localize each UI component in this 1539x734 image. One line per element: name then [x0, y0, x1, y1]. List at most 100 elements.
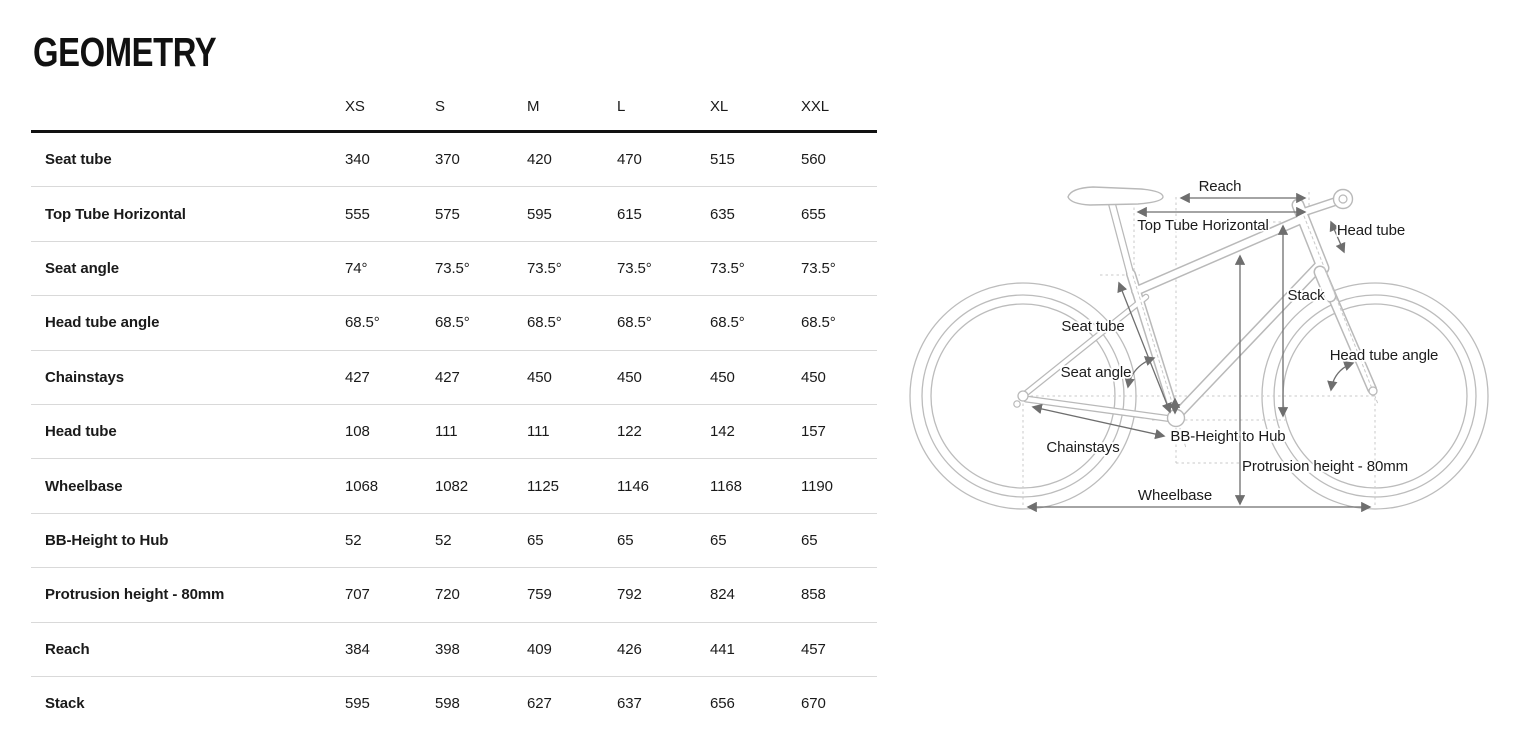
cell-value: 65 [710, 513, 801, 569]
cell-value: 73.5° [617, 241, 710, 297]
cell-value: 656 [710, 695, 735, 713]
cell-value: 450 [801, 350, 877, 405]
cell-value: 409 [527, 622, 617, 677]
cell-value: 595 [527, 186, 617, 242]
cell-value: 73.5° [435, 241, 527, 297]
cell-value: 398 [435, 622, 527, 677]
cell-value: 457 [801, 622, 877, 677]
col-header-xs: XS [345, 86, 435, 133]
row-label: Seat angle [31, 241, 345, 297]
cell-value: 420 [527, 131, 617, 188]
cell-value: 824 [710, 567, 801, 623]
col-header-l: L [617, 86, 710, 133]
table-row: Protrusion height - 80mm 707 720 759 792 824 8… [31, 567, 877, 623]
label-reach: Reach [1199, 178, 1242, 195]
cell-value: 615 [617, 186, 710, 242]
cell-value: 450 [527, 350, 617, 405]
col-header-xl: XL [710, 86, 801, 133]
saddle [1067, 186, 1164, 206]
cell-value: 637 [617, 695, 642, 713]
page-title: GEOMETRY [33, 29, 217, 75]
cell-value: 1082 [435, 458, 527, 514]
label-chainstays: Chainstays [1046, 439, 1119, 456]
cell-value: 598 [435, 695, 460, 713]
cell-value: 427 [435, 350, 527, 405]
cell-value: 627 [527, 695, 552, 713]
cell-value: 1190 [801, 458, 877, 514]
cell-value: 65 [801, 513, 877, 569]
label-seat-tube: Seat tube [1061, 318, 1124, 335]
cell-value: 515 [710, 131, 801, 188]
cell-value: 122 [617, 404, 710, 460]
table-row: Seat angle 74° 73.5° 73.5° 73.5° 73.5° 73.5° [31, 241, 877, 297]
cell-value: 1125 [527, 458, 617, 514]
cell-value: 340 [345, 131, 435, 188]
row-label: Stack [45, 695, 85, 713]
cell-value: 575 [435, 186, 527, 242]
cell-value: 111 [527, 404, 617, 460]
seat-tube-arrow [1117, 281, 1172, 414]
cell-value: 635 [710, 186, 801, 242]
handlebar [1332, 188, 1354, 210]
label-stack: Stack [1287, 287, 1325, 304]
label-bb-height: BB-Height to Hub [1170, 428, 1285, 445]
cell-value: 707 [345, 567, 435, 623]
cell-value: 52 [435, 513, 527, 569]
cell-value: 426 [617, 622, 710, 677]
table-header-row: XS S M L XL XXL [31, 86, 877, 133]
cell-value: 52 [345, 513, 435, 569]
table-row: Seat tube 340 370 420 470 515 560 [31, 131, 877, 188]
cell-value: 73.5° [801, 241, 877, 297]
row-label: Seat tube [31, 131, 345, 188]
cell-value: 427 [345, 350, 435, 405]
row-label: Wheelbase [31, 458, 345, 514]
dimension-arrows [1026, 192, 1372, 513]
cell-value: 595 [345, 695, 370, 713]
cell-value: 670 [801, 695, 826, 713]
cell-value: 720 [435, 567, 527, 623]
col-header-xxl: XXL [801, 86, 877, 133]
row-label: Reach [31, 622, 345, 677]
row-label: Protrusion height - 80mm [31, 567, 345, 623]
cell-value: 450 [617, 350, 710, 405]
geometry-table: XS S M L XL XXL Seat tube 340 370 420 470 515… [31, 86, 877, 730]
geometry-table-body: Seat tube 340 370 420 470 515 560 Top Tube Hori… [31, 131, 877, 731]
seat-angle-arc [1124, 356, 1156, 389]
label-head-tube: Head tube [1337, 222, 1405, 239]
col-header-m: M [527, 86, 617, 133]
cell-value: 759 [527, 567, 617, 623]
cell-value: 65 [617, 513, 710, 569]
label-seat-angle: Seat angle [1061, 364, 1132, 381]
label-head-tube-angle: Head tube angle [1330, 347, 1439, 364]
head-tube-angle-arc [1327, 361, 1355, 392]
cell-value: 73.5° [527, 241, 617, 297]
cell-value: 108 [345, 404, 435, 460]
bike-frame [1013, 186, 1379, 449]
table-row: Top Tube Horizontal 555 575 595 615 635 655 [31, 186, 877, 242]
cell-value: 1068 [345, 458, 435, 514]
cell-value: 792 [617, 567, 710, 623]
label-protrusion: Protrusion height - 80mm [1242, 458, 1408, 475]
cell-value: 111 [435, 404, 527, 460]
rear-wheel [909, 282, 1137, 510]
cell-value: 68.5° [435, 295, 527, 351]
head-tube-arrow [1329, 220, 1346, 254]
row-label: Chainstays [31, 350, 345, 405]
cell-value: 142 [710, 404, 801, 460]
col-header-s: S [435, 86, 527, 133]
cell-value: 1168 [710, 458, 801, 514]
cell-value: 73.5° [710, 241, 801, 297]
row-label: Head tube [31, 404, 345, 460]
cell-value: 560 [801, 131, 877, 188]
cell-value: 858 [801, 567, 877, 623]
cell-value: 555 [345, 186, 435, 242]
bottom-bracket [1166, 408, 1186, 428]
header-spacer [31, 86, 345, 133]
cell-value: 68.5° [801, 295, 877, 351]
cell-value: 441 [710, 622, 801, 677]
cell-value: 68.5° [345, 295, 435, 351]
table-row: BB-Height to Hub 52 52 65 65 65 65 [31, 513, 877, 569]
cell-value: 74° [345, 241, 435, 297]
cell-value: 384 [345, 622, 435, 677]
label-wheelbase: Wheelbase [1138, 487, 1212, 504]
